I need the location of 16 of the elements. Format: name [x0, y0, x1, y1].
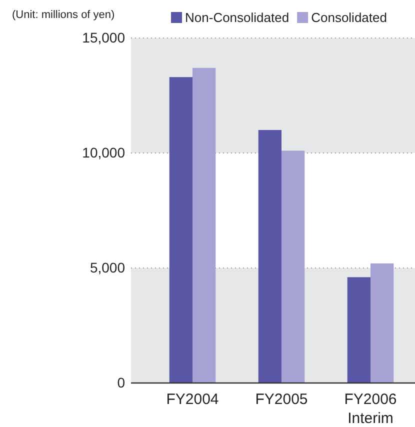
x-tick-label: FY2004 — [166, 391, 219, 408]
bar — [282, 150, 305, 383]
legend-label: Non-Consolidated — [185, 10, 290, 25]
bar — [370, 263, 394, 383]
legend-label: Consolidated — [311, 10, 387, 25]
y-axis-title: (Unit: millions of yen) — [12, 9, 115, 21]
bar — [347, 277, 370, 383]
bar — [169, 77, 192, 383]
bar — [192, 68, 216, 383]
y-tick-label: 0 — [117, 374, 126, 390]
y-tick-label: 10,000 — [82, 144, 126, 160]
y-tick-label: 15,000 — [82, 29, 126, 46]
y-tick-label: 5,000 — [90, 259, 126, 276]
x-tick-label: FY2006 Interim — [344, 391, 397, 427]
bar — [258, 130, 282, 383]
x-tick-label: FY2005 — [255, 391, 308, 408]
